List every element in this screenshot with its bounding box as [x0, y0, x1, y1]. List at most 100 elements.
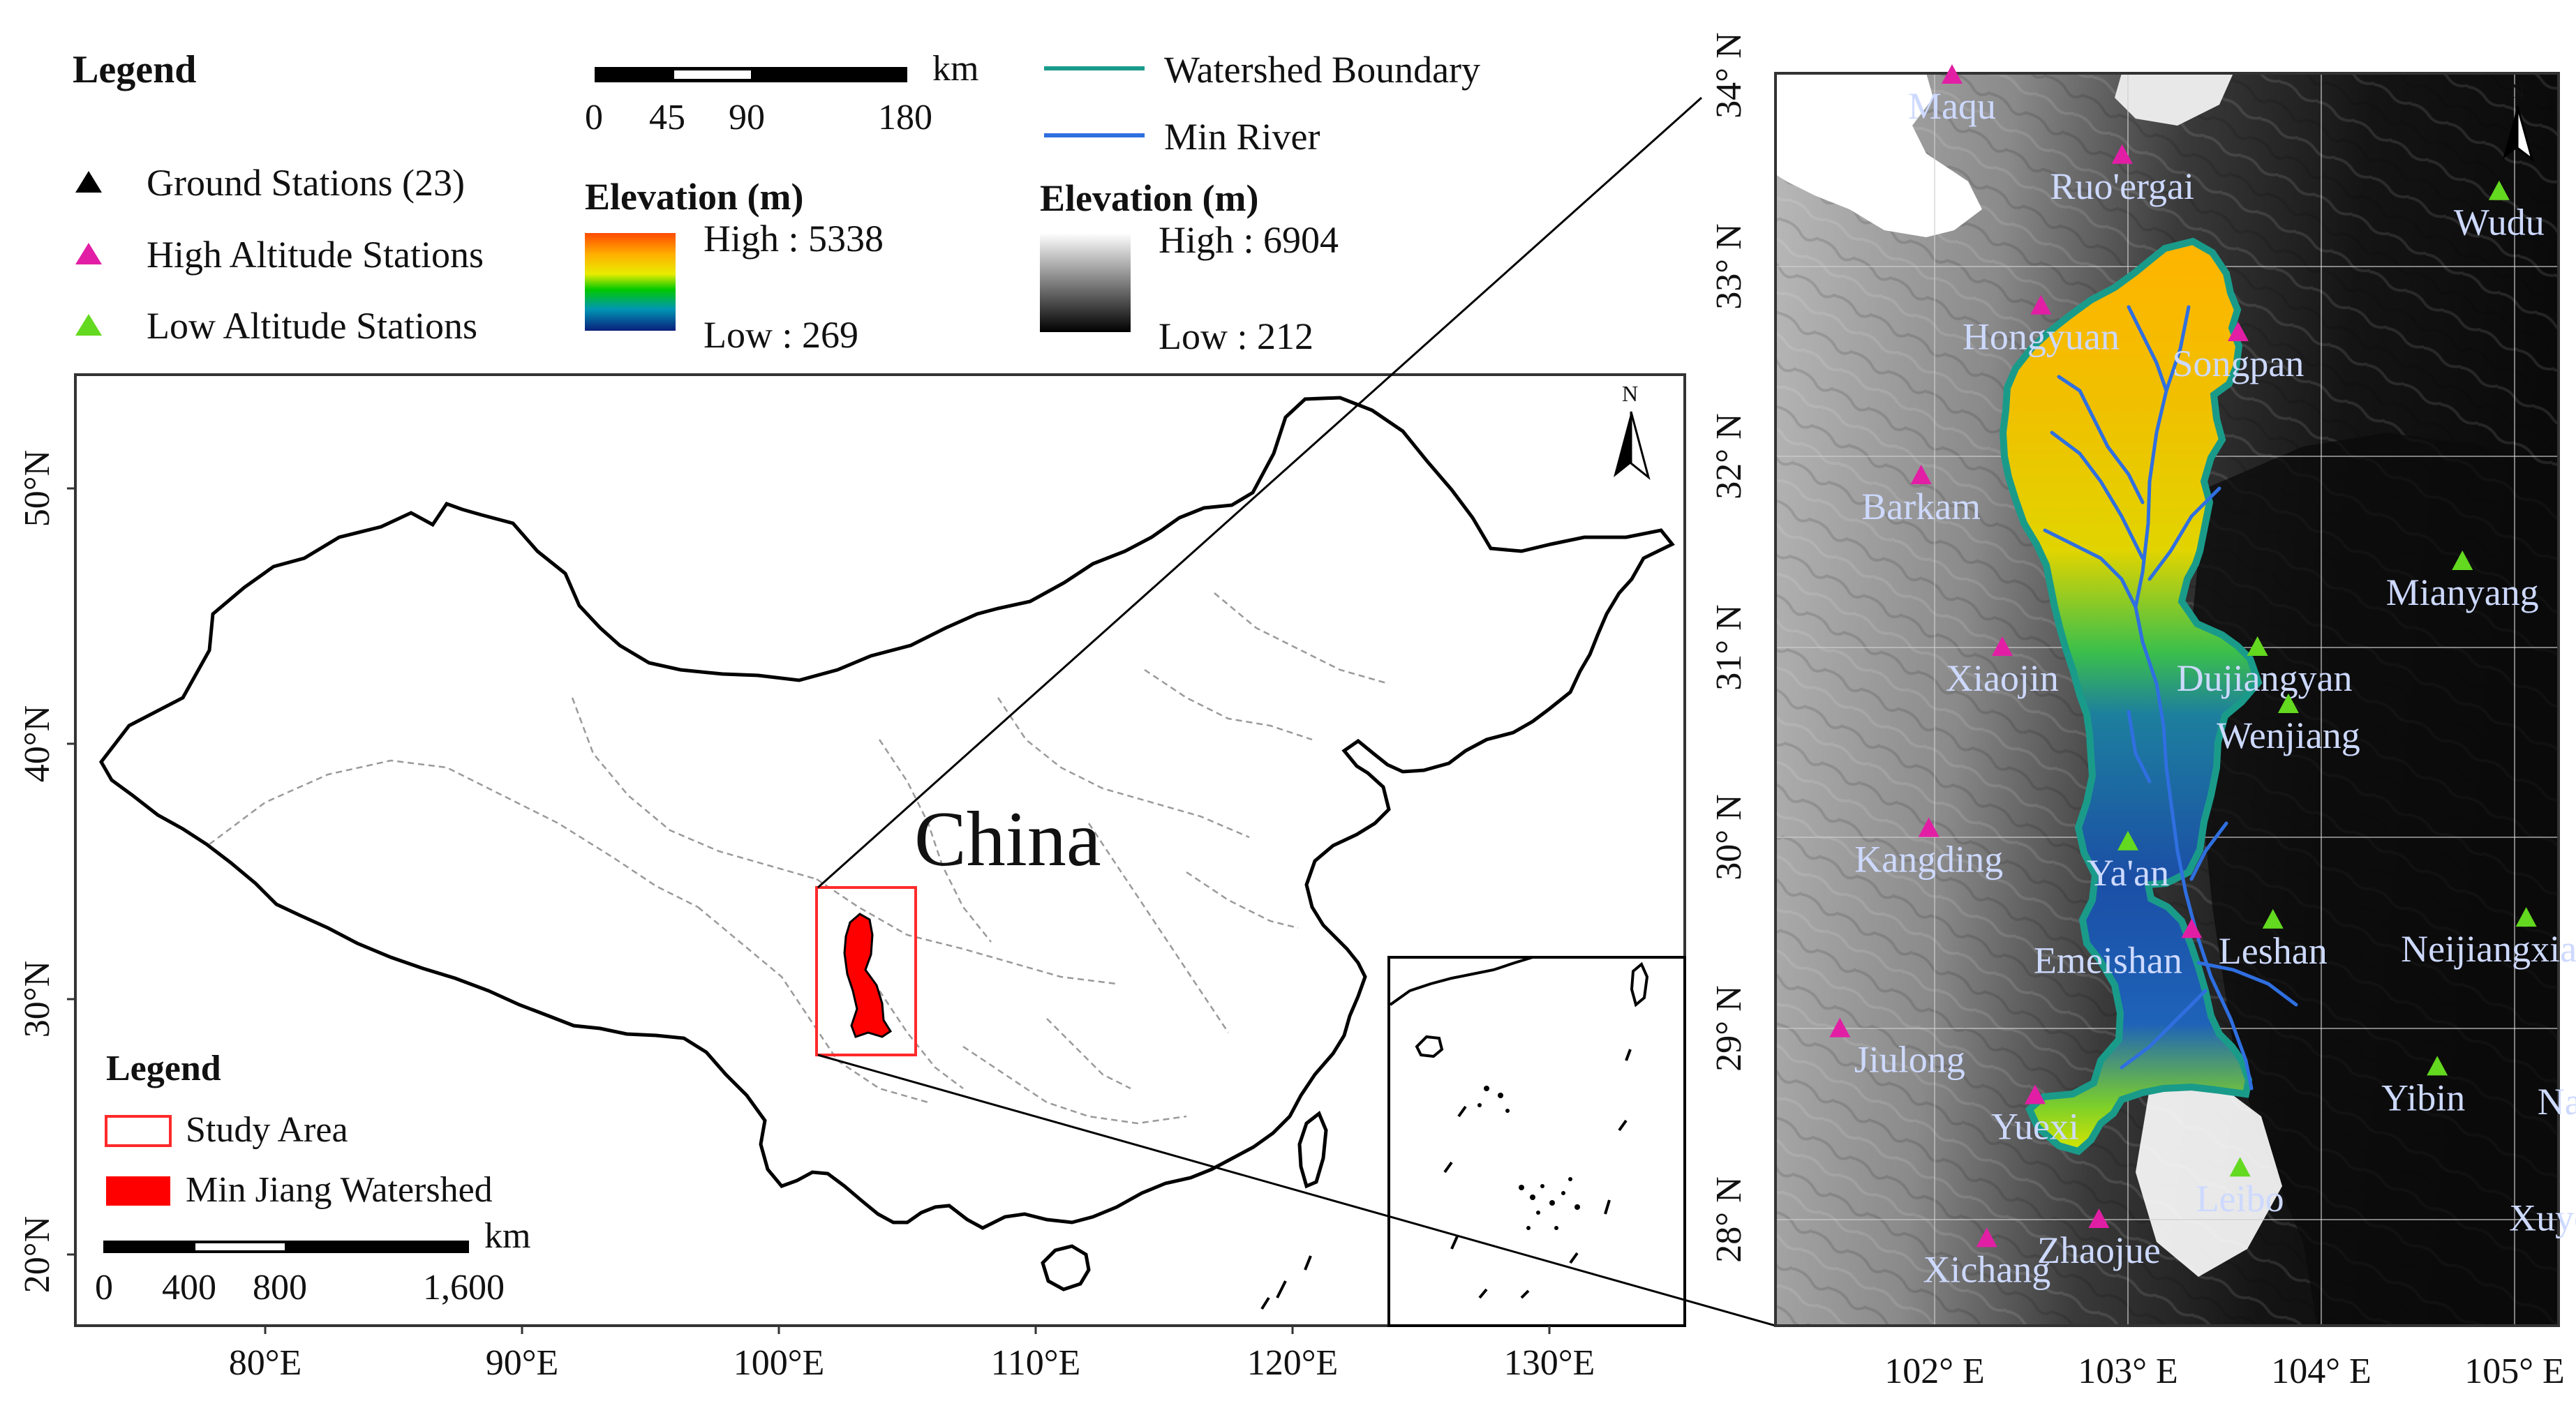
inset-coastline: [1389, 956, 1533, 1006]
china-scale-tick-400: 400: [162, 1268, 216, 1308]
legend-low-stations: Low Altitude Stations: [75, 305, 477, 347]
gray-elevation-ramp: [1040, 233, 1131, 332]
top-scale-bar: km 0 45 90 180: [585, 49, 978, 137]
gray-elevation-legend: Elevation (m) High : 6904 Low : 212: [1040, 177, 1339, 357]
station-label: Leibo: [2196, 1178, 2284, 1220]
detail-lat-29n: 29° N: [1709, 985, 1749, 1071]
south-sea-dashes: [1260, 1255, 1312, 1310]
station-label: Ruo'ergai: [2050, 165, 2194, 207]
china-scale-unit: km: [484, 1216, 530, 1256]
northern-light-area: [2115, 73, 2233, 126]
ground-station-symbol-icon: [75, 171, 102, 193]
lon-label-120e: 120°E: [1247, 1343, 1339, 1383]
station-label: Xiaojin: [1946, 657, 2059, 699]
china-overview-map: China N Legend Study Are: [17, 373, 1686, 1383]
high-station-marker-icon: [1918, 817, 1940, 837]
south-china-sea-inset: [1387, 956, 1686, 1327]
low-station-marker-icon: [2247, 636, 2268, 656]
high-station-symbol-icon: [75, 243, 102, 264]
detail-north-arrow-icon: N: [2503, 80, 2534, 162]
detail-lat-30n: 30° N: [1709, 794, 1749, 880]
inset-taiwan: [1630, 961, 1649, 1008]
detail-lat-32n: 32° N: [1709, 413, 1749, 499]
study-area-label: Study Area: [186, 1110, 348, 1150]
low-station-marker-icon: [2427, 1056, 2448, 1076]
zoom-line-top: [817, 96, 1702, 889]
high-station-marker-icon: [2030, 294, 2052, 315]
study-area-box: [815, 886, 917, 1056]
lat-label-20n: 20°N: [17, 1216, 57, 1293]
station-label: Jiulong: [1854, 1039, 1965, 1081]
station-label: Emeishan: [2034, 940, 2182, 982]
color-elevation-ramp: [585, 233, 676, 331]
station-label: Maqu: [1908, 85, 1996, 127]
station-label: Yibin: [2381, 1077, 2465, 1118]
legend-ground-stations: Ground Stations (23): [75, 162, 465, 204]
hainan-island: [1041, 1244, 1091, 1291]
lat-label-30n: 30°N: [17, 961, 57, 1038]
high-station-marker-icon: [2111, 144, 2133, 164]
high-station-marker-icon: [1829, 1017, 1851, 1038]
gray-elevation-low: Low : 212: [1159, 315, 1313, 357]
station-label: Zhaojue: [2037, 1229, 2161, 1271]
china-north-letter: N: [1622, 381, 1638, 406]
gray-elevation-high: High : 6904: [1159, 219, 1339, 261]
color-elevation-high: High : 5338: [703, 218, 884, 260]
detail-lon-102e: 102° E: [1884, 1351, 1985, 1391]
min-jiang-watershed-shape: [843, 913, 893, 1038]
legend-title: Legend: [73, 48, 196, 91]
inset-dash-line: [1443, 1049, 1632, 1299]
inset-frame: [1387, 956, 1686, 1327]
high-station-marker-icon: [2025, 1084, 2046, 1104]
southern-white-area: [2136, 1074, 2282, 1277]
min-river-network: [2043, 305, 2298, 1091]
gray-elevation-title: Elevation (m): [1040, 177, 1258, 219]
low-station-marker-icon: [2262, 908, 2284, 929]
lon-label-130e: 130°E: [1504, 1343, 1595, 1383]
low-station-marker-icon: [2117, 830, 2138, 851]
station-label: Wudu: [2454, 202, 2545, 244]
watershed-swatch: [106, 1176, 170, 1206]
line-legend: Watershed Boundary Min River: [1044, 49, 1480, 158]
station-label: Naxi: [2538, 1081, 2576, 1123]
study-area-swatch: [105, 1115, 172, 1147]
detail-lon-105e: 105° E: [2464, 1351, 2565, 1391]
top-scale-unit: km: [932, 49, 978, 89]
high-station-marker-icon: [1941, 64, 1963, 84]
low-station-marker-icon: [2277, 694, 2299, 713]
top-scale-tick-180: 180: [878, 98, 932, 137]
province-boundaries: [209, 592, 1390, 1125]
lon-label-90e: 90°E: [486, 1343, 559, 1383]
inset-hainan: [1415, 1035, 1444, 1058]
high-station-marker-icon: [1910, 465, 1932, 484]
china-north-arrow-icon: N: [1614, 381, 1651, 481]
lat-label-40n: 40°N: [17, 705, 57, 782]
high-station-marker-icon: [2227, 322, 2249, 341]
detail-lon-104e: 104° E: [2271, 1351, 2372, 1391]
china-legend-title: Legend: [106, 1049, 221, 1088]
station-label: Hongyuan: [1963, 316, 2120, 358]
lon-label-110e: 110°E: [991, 1343, 1081, 1383]
china-legend: Legend Study Area Min Jiang Watershed: [105, 1049, 493, 1210]
ground-stations-label: Ground Stations (23): [147, 162, 465, 204]
high-station-marker-icon: [2088, 1208, 2110, 1228]
top-legend: Legend Ground Stations (23) High Altitud…: [73, 48, 1480, 357]
station-label: Yuexi: [1991, 1105, 2079, 1147]
low-station-marker-icon: [2515, 907, 2537, 927]
lon-label-100e: 100°E: [734, 1343, 825, 1383]
high-stations-label: High Altitude Stations: [147, 234, 484, 276]
low-stations-label: Low Altitude Stations: [147, 305, 477, 347]
top-scale-tick-45: 45: [649, 98, 685, 137]
zoom-line-bottom: [817, 1054, 1776, 1327]
watershed-label: Min Jiang Watershed: [186, 1170, 493, 1210]
top-scale-tick-0: 0: [585, 98, 603, 137]
taiwan-island: [1297, 1111, 1328, 1189]
station-label: Dujiangyan: [2177, 657, 2353, 699]
station-label: Xichang: [1923, 1248, 2050, 1290]
detail-north-letter: N: [2510, 80, 2525, 103]
china-scale-white-segment: [195, 1243, 285, 1250]
legend-high-stations: High Altitude Stations: [75, 234, 484, 276]
station-label: Barkam: [1861, 486, 1981, 527]
top-scale-tick-90: 90: [729, 98, 765, 137]
